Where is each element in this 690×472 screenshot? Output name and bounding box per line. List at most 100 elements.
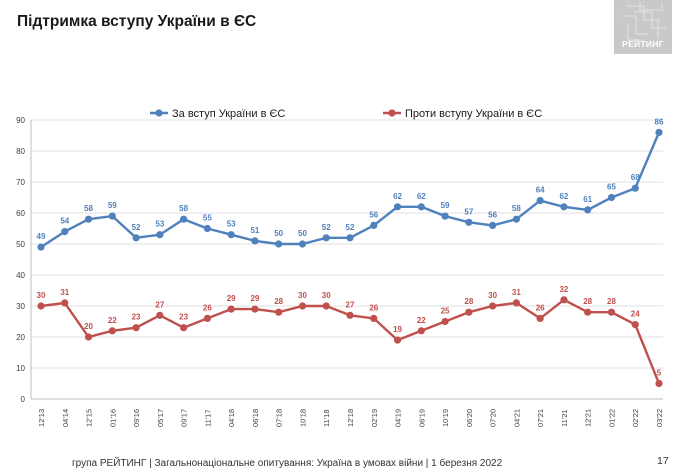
slide-title: Підтримка вступу України в ЄС (17, 13, 257, 30)
x-tick-label: 02'22 (631, 409, 640, 427)
x-tick-label: 06'20 (465, 409, 474, 427)
rating-logo: РЕЙТИНГ (614, 0, 672, 54)
data-point (180, 215, 188, 223)
x-tick-label: 09'16 (132, 409, 141, 427)
data-label: 20 (84, 322, 93, 331)
x-tick-label: 12'13 (37, 409, 46, 427)
data-label: 30 (37, 291, 46, 300)
x-tick-label: 06'18 (251, 409, 260, 427)
data-label: 30 (298, 291, 307, 300)
y-tick-label: 80 (16, 147, 25, 156)
data-label: 53 (155, 220, 164, 229)
data-point (156, 231, 164, 239)
series-against: 30 31 20 22 23 27 23 26 29 29 28 30 30 27 26 19 22 25 28 30… (37, 285, 663, 388)
data-point (489, 221, 497, 229)
data-label: 58 (179, 204, 188, 213)
data-point (584, 206, 592, 214)
data-point (203, 224, 211, 233)
data-label: 59 (108, 201, 117, 210)
legend-marker (388, 109, 396, 117)
data-label: 24 (631, 310, 640, 319)
data-label: 62 (559, 192, 568, 201)
x-tick-label: 07'20 (489, 409, 498, 427)
data-label: 59 (441, 201, 450, 210)
data-point (370, 314, 378, 322)
data-point (227, 231, 235, 239)
data-label: 49 (37, 232, 46, 241)
data-point (441, 212, 449, 220)
data-label: 53 (227, 220, 236, 229)
y-tick-label: 30 (16, 302, 25, 311)
x-tick-label: 04'18 (227, 409, 236, 427)
data-label: 61 (583, 195, 592, 204)
data-point (275, 240, 283, 248)
data-label: 58 (512, 204, 521, 213)
data-point (275, 308, 283, 316)
data-label: 29 (250, 294, 259, 303)
x-tick-label: 11'21 (560, 409, 569, 427)
x-tick-label: 11'17 (203, 409, 212, 427)
data-point (132, 234, 140, 242)
data-point (655, 379, 663, 388)
data-point (203, 314, 211, 322)
data-point (370, 221, 378, 229)
data-point (251, 237, 259, 245)
data-point (346, 234, 354, 242)
data-point (298, 240, 307, 248)
data-label: 54 (60, 217, 69, 226)
data-point (465, 218, 473, 226)
data-label: 65 (607, 183, 616, 192)
data-label: 58 (84, 204, 93, 213)
x-tick-label: 01'16 (108, 409, 117, 427)
data-label: 28 (607, 297, 616, 306)
data-point (84, 333, 93, 341)
x-tick-label: 07'18 (275, 409, 284, 427)
data-label: 22 (417, 316, 426, 325)
data-label: 56 (369, 210, 378, 219)
data-point (227, 305, 235, 313)
data-point (37, 302, 45, 310)
data-label: 30 (488, 291, 497, 300)
data-label: 27 (346, 300, 355, 309)
data-point (607, 193, 616, 202)
footer-source: група РЕЙТИНГ | Загальнонаціональне опит… (72, 458, 503, 469)
data-point (607, 308, 616, 316)
data-point (512, 215, 520, 223)
x-tick-label: 04'21 (512, 409, 521, 427)
data-label: 52 (132, 223, 141, 232)
data-point (61, 228, 69, 236)
x-tick-label: 10'18 (298, 409, 307, 427)
data-label: 28 (464, 297, 473, 306)
x-tick-label: 07'21 (536, 409, 545, 427)
x-tick-label: 01'22 (607, 409, 616, 427)
data-point (393, 203, 402, 211)
x-tick-label: 09'17 (180, 409, 189, 427)
x-tick-label: 12'15 (85, 409, 94, 427)
data-point (489, 302, 497, 310)
data-label: 23 (179, 313, 188, 322)
page-number: 17 (657, 455, 669, 467)
y-tick-label: 70 (16, 178, 25, 187)
data-point (108, 212, 116, 220)
data-label: 26 (369, 303, 378, 312)
data-label: 29 (227, 294, 236, 303)
data-point (393, 336, 402, 344)
x-tick-label: 02'19 (370, 409, 379, 427)
x-tick-label: 06'19 (417, 409, 426, 427)
legend-label: Проти вступу України в ЄС (405, 108, 542, 120)
x-axis: 12'13 04'14 12'15 01'16 09'16 05'17 09'17 11'17… (37, 409, 664, 427)
data-label: 51 (250, 226, 259, 235)
x-tick-label: 03'22 (655, 409, 664, 427)
x-tick-label: 04'14 (61, 409, 70, 427)
data-point (37, 243, 45, 251)
data-label: 62 (417, 192, 426, 201)
data-label: 55 (203, 214, 212, 223)
legend: За вступ України в ЄС Проти вступу Україн… (150, 108, 542, 120)
y-tick-label: 0 (21, 395, 26, 404)
data-label: 62 (393, 192, 402, 201)
x-tick-label: 05'17 (156, 409, 165, 427)
y-tick-label: 20 (16, 333, 25, 342)
series-for: 49 54 58 59 52 53 58 55 53 51 50 50 52 52 56 62 62 59 57 56… (37, 117, 664, 251)
data-label: 52 (322, 223, 331, 232)
